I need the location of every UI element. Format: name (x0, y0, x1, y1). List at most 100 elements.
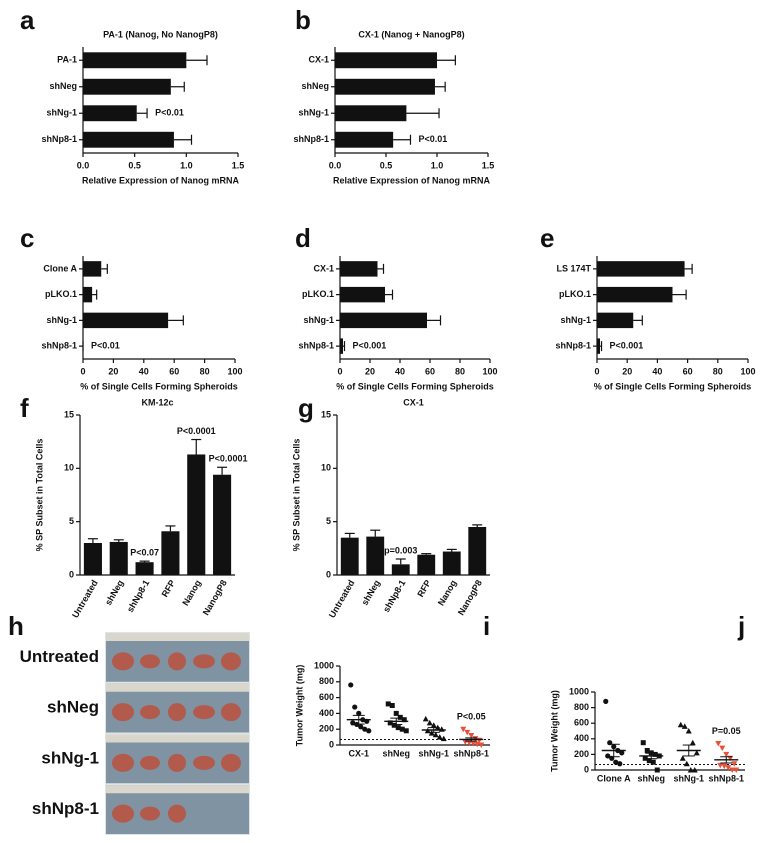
point (391, 722, 397, 728)
y-tick-label: CX-1 (313, 263, 334, 273)
tumor (140, 755, 160, 770)
y-tick-label: 0 (584, 764, 589, 774)
y-tick-label: 5 (326, 516, 331, 526)
point (464, 729, 471, 736)
tumor (193, 755, 215, 770)
point (366, 728, 372, 734)
bar (83, 131, 174, 148)
x-tick-label: Nanog (436, 578, 459, 607)
point (677, 721, 684, 728)
annotation: p=0.003 (384, 545, 417, 555)
y-tick-label: 0 (329, 739, 334, 749)
point (397, 714, 403, 720)
x-tick-label: Untreated (70, 578, 100, 619)
ruler (106, 785, 249, 794)
y-axis-label: % SP Subset in Total Cells (34, 439, 44, 552)
x-tick-label: 20 (365, 366, 375, 376)
annotation: P<0.01 (418, 134, 447, 144)
x-axis-label: % of Single Cells Forming Spheroids (336, 381, 494, 391)
annotation: P<0.001 (353, 341, 387, 351)
point (654, 767, 660, 773)
x-tick-label: 100 (740, 366, 755, 376)
y-tick-label: shNg-1 (46, 315, 77, 325)
y-tick-label: 1000 (314, 660, 334, 670)
bar (417, 554, 436, 575)
x-tick-label: Nanog (180, 578, 203, 607)
bar (335, 131, 394, 148)
point (401, 717, 407, 723)
bar (187, 454, 206, 575)
x-tick-label: shNg-1 (673, 773, 704, 783)
bar (161, 531, 180, 575)
point (721, 763, 728, 770)
tumor (168, 753, 186, 772)
x-tick-label: 1.0 (180, 160, 193, 170)
point (613, 759, 619, 765)
point (460, 726, 467, 733)
point (685, 728, 692, 734)
x-tick-label: 0 (80, 366, 85, 376)
point (715, 740, 722, 747)
bar (83, 312, 169, 329)
chart-title: KM-12c (141, 397, 173, 407)
annotation: P<0.001 (610, 341, 644, 351)
annotation: P<0.07 (130, 548, 159, 558)
point (478, 742, 485, 748)
y-tick-label: shNg-1 (46, 108, 77, 118)
point (387, 720, 393, 726)
point (468, 733, 475, 739)
bar (83, 105, 137, 122)
point (719, 745, 726, 752)
panel-label: j (737, 611, 745, 641)
chart-title: CX-1 (Nanog + NanogP8) (358, 29, 464, 39)
point (422, 715, 429, 722)
bar (335, 52, 437, 69)
y-tick-label: shNeg (301, 81, 329, 91)
chart-title: PA-1 (Nanog, No NanogP8) (103, 29, 218, 39)
point (617, 761, 623, 767)
tumor (112, 652, 134, 671)
x-tick-label: 1.5 (482, 160, 495, 170)
point (436, 734, 443, 740)
chart-title: CX-1 (403, 397, 424, 407)
point (646, 758, 652, 764)
row-label: shNeg (47, 698, 99, 717)
tumor (168, 703, 186, 722)
y-tick-label: pLKO.1 (45, 289, 77, 299)
tumor (140, 654, 160, 669)
point (725, 765, 732, 771)
point (733, 767, 740, 773)
x-tick-label: shNeg (382, 748, 410, 758)
x-tick-label: 0 (337, 366, 342, 376)
y-tick-label: 10 (321, 463, 331, 473)
y-tick-label: 600 (574, 718, 589, 728)
point (605, 753, 611, 759)
point (399, 726, 405, 732)
annotation: P<0.0001 (209, 454, 248, 464)
bar (83, 52, 187, 69)
x-tick-label: 100 (227, 366, 242, 376)
bar (83, 78, 171, 95)
panel-label: a (20, 5, 35, 35)
bar (340, 261, 378, 277)
y-tick-label: shNp8-1 (298, 341, 334, 351)
tumor (168, 804, 186, 823)
point (681, 723, 688, 729)
tumor (140, 705, 160, 720)
annotation: P=0.05 (712, 726, 741, 736)
x-tick-label: 40 (652, 366, 662, 376)
x-tick-label: shNp8-1 (381, 578, 407, 614)
y-tick-label: Clone A (43, 263, 77, 273)
bar (83, 286, 93, 303)
x-tick-label: 0.0 (329, 160, 342, 170)
tumor (193, 654, 215, 669)
x-tick-label: shNeg (637, 773, 665, 783)
tumor (112, 804, 134, 823)
row-label: shNp8-1 (32, 799, 99, 818)
bar (335, 105, 407, 122)
bar (391, 564, 410, 575)
x-tick-label: 20 (622, 366, 632, 376)
x-axis-label: % of Single Cells Forming Spheroids (594, 381, 752, 391)
x-tick-label: shNeg (103, 578, 125, 607)
y-tick-label: 400 (319, 708, 334, 718)
